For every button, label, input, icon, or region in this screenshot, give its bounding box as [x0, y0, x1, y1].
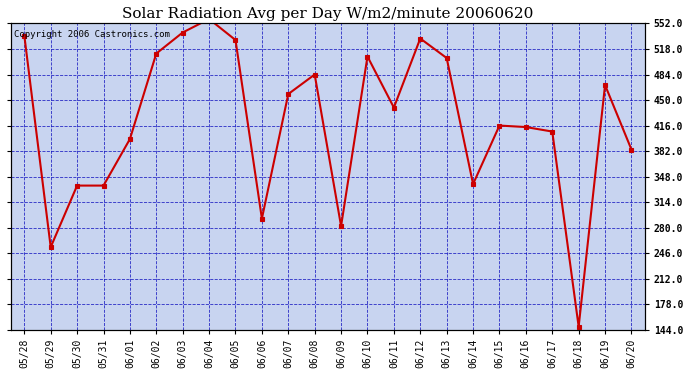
Title: Solar Radiation Avg per Day W/m2/minute 20060620: Solar Radiation Avg per Day W/m2/minute … — [122, 7, 533, 21]
Text: Copyright 2006 Castronics.com: Copyright 2006 Castronics.com — [14, 30, 170, 39]
